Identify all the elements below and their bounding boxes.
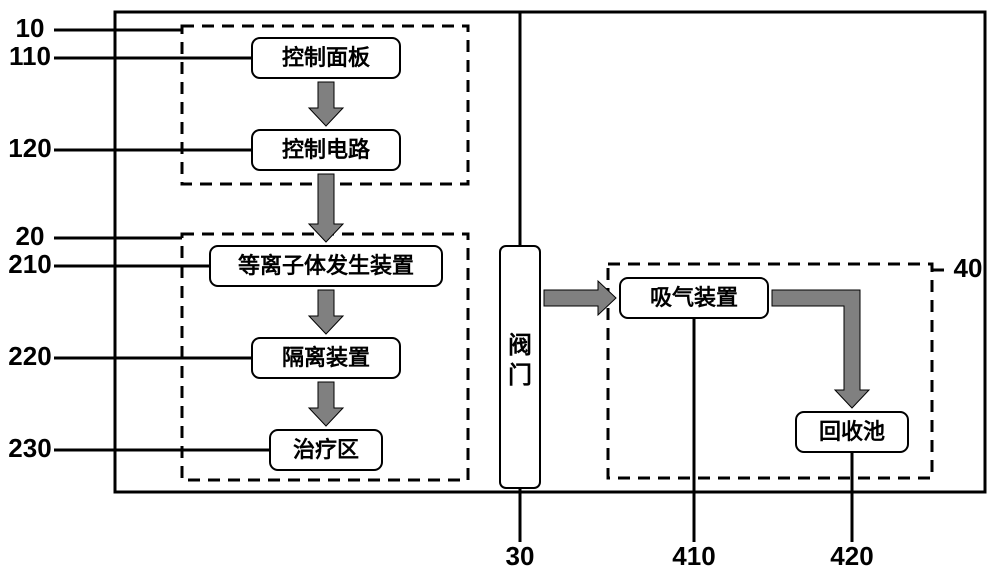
node-n210: 等离子体发生装置 bbox=[210, 246, 442, 286]
label-l220: 220 bbox=[8, 341, 51, 371]
arrow-down bbox=[309, 174, 343, 242]
label-l230: 230 bbox=[8, 433, 51, 463]
node-n220: 隔离装置 bbox=[252, 338, 400, 378]
label-l420: 420 bbox=[830, 541, 873, 571]
node-n110: 控制面板 bbox=[252, 38, 400, 78]
node-label-n420: 回收池 bbox=[819, 419, 885, 444]
node-label-n410: 吸气装置 bbox=[650, 285, 738, 310]
diagram-root: 阀门 控制面板控制电路等离子体发生装置隔离装置治疗区 吸气装置回收池 10110 120… bbox=[0, 0, 1000, 584]
node-label-n110: 控制面板 bbox=[282, 45, 371, 70]
node-n120: 控制电路 bbox=[252, 130, 400, 170]
arrow-down bbox=[309, 382, 343, 426]
label-l40: 40 bbox=[954, 253, 983, 283]
arrow-down bbox=[309, 82, 343, 126]
node-n420: 回收池 bbox=[796, 412, 908, 452]
label-l30: 30 bbox=[506, 541, 535, 571]
label-l210: 210 bbox=[8, 249, 51, 279]
node-n410: 吸气装置 bbox=[620, 278, 768, 318]
valve-label-1: 阀 bbox=[508, 332, 532, 359]
node-label-n220: 隔离装置 bbox=[282, 345, 370, 370]
node-label-n120: 控制电路 bbox=[282, 137, 371, 162]
node-label-n210: 等离子体发生装置 bbox=[238, 253, 414, 278]
arrow-right bbox=[544, 281, 616, 315]
valve-label-2: 门 bbox=[508, 361, 532, 389]
label-l410: 410 bbox=[672, 541, 715, 571]
label-l20: 20 bbox=[16, 221, 45, 251]
arrow-elbow bbox=[772, 290, 869, 408]
node-label-n230: 治疗区 bbox=[293, 437, 359, 462]
arrow-down bbox=[309, 290, 343, 334]
label-l10: 10 bbox=[16, 13, 45, 43]
node-n230: 治疗区 bbox=[270, 430, 382, 470]
label-l120: 120 bbox=[8, 133, 51, 163]
label-l110: 110 bbox=[9, 41, 51, 71]
